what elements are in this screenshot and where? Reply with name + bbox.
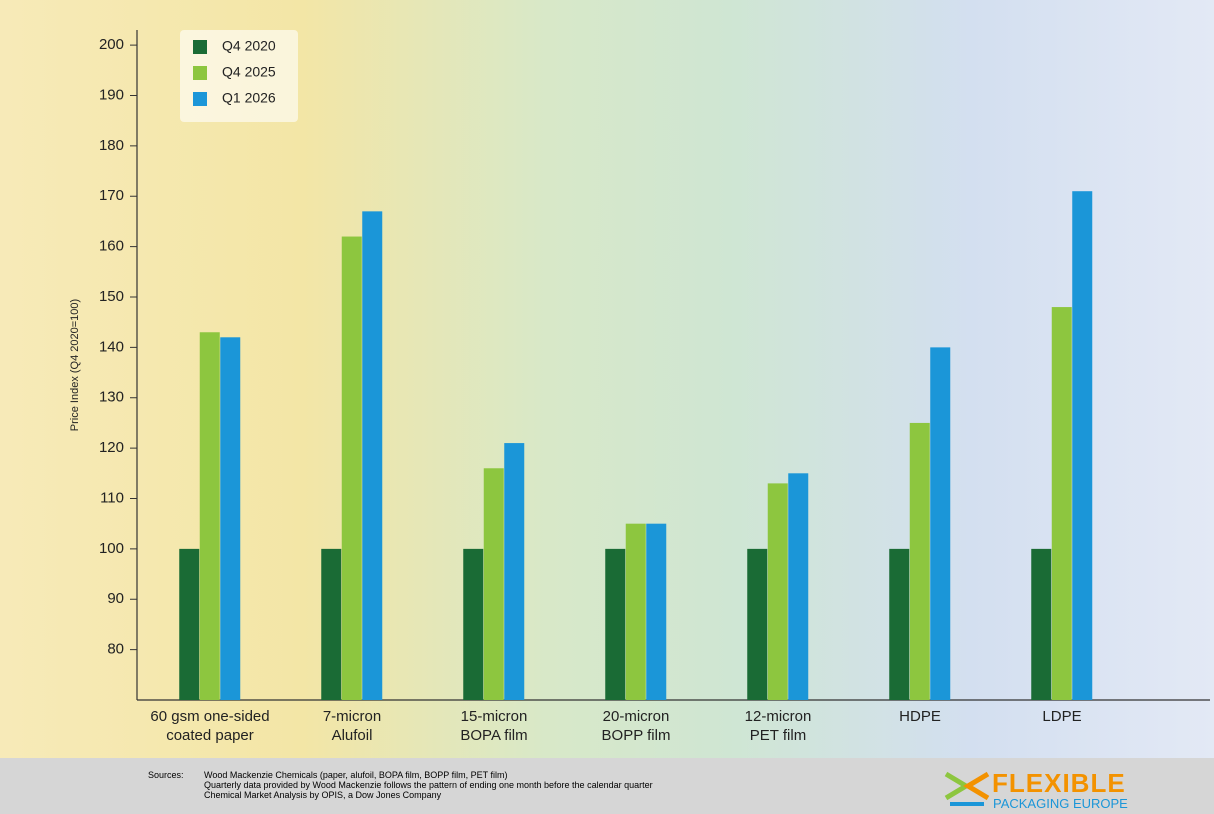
bar	[747, 548, 768, 700]
chart: 80 90 100 110 120 130 140 150 160 170 180 190 200 Pri…	[69, 30, 1210, 701]
bar	[1072, 191, 1093, 700]
y-tick-label: 80	[107, 641, 124, 658]
x-tick-label: HDPE	[899, 708, 941, 725]
x-tick-label: 60 gsm one-sided coated paper	[150, 708, 270, 744]
legend-swatch	[193, 66, 207, 80]
logo-bottom: PACKAGING EUROPE	[993, 796, 1128, 811]
bar	[889, 548, 910, 700]
legend-swatch	[193, 40, 207, 54]
bar	[767, 483, 788, 700]
y-tick-label: 110	[100, 489, 124, 506]
bar	[605, 548, 626, 700]
bar	[463, 548, 484, 700]
legend-swatch	[193, 92, 207, 106]
bar	[220, 337, 241, 700]
bar	[179, 548, 200, 700]
legend-box	[180, 30, 298, 122]
bar	[362, 211, 383, 700]
legend-label: Q1 2026	[222, 90, 276, 106]
legend-label: Q4 2020	[222, 38, 276, 54]
footer: Sources: Wood Mackenzie Chemicals (paper…	[0, 758, 1214, 814]
y-tick-label: 140	[99, 338, 124, 355]
sources-label: Sources:	[148, 770, 184, 780]
y-tick-label: 100	[99, 540, 124, 557]
logo-top: FLEXIBLE	[992, 768, 1126, 798]
x-tick-label: 20-micron BOPP film	[601, 708, 671, 744]
bar	[199, 332, 220, 700]
y-tick-label: 160	[99, 238, 124, 255]
bar	[788, 473, 809, 700]
y-tick-label: 170	[99, 187, 124, 204]
y-tick-label: 130	[99, 389, 124, 406]
sources: Wood Mackenzie Chemicals (paper, alufoil…	[204, 770, 653, 800]
bar	[483, 468, 504, 700]
y-tick-label: 180	[99, 137, 124, 154]
bar	[341, 236, 362, 700]
bar	[321, 548, 342, 700]
x-tick-label: 7-micron Alufoil	[322, 708, 382, 744]
bar	[504, 443, 525, 700]
x-tick-label: 15-micron BOPA film	[460, 708, 528, 744]
x-tick-label: LDPE	[1042, 708, 1082, 725]
x-tick-label: 12-micron PET film	[744, 708, 812, 744]
y-tick-label: 120	[99, 439, 124, 456]
y-tick-label: 150	[99, 288, 124, 305]
y-tick-label: 190	[99, 86, 124, 103]
y-axis-label: Price Index (Q4 2020=100)	[69, 299, 81, 431]
bar	[1031, 548, 1052, 700]
y-tick-label: 90	[107, 590, 124, 607]
legend-label: Q4 2025	[222, 64, 276, 80]
source: Quarterly data provided by Wood Mackenzi…	[204, 780, 653, 790]
bar	[909, 422, 930, 700]
source: Wood Mackenzie Chemicals (paper, alufoil…	[204, 770, 508, 780]
y-tick-label: 200	[99, 36, 124, 53]
bar	[1051, 307, 1072, 700]
logo-icon	[944, 771, 990, 806]
bar	[930, 347, 951, 700]
bar	[646, 523, 667, 700]
bar	[625, 523, 646, 700]
source: Chemical Market Analysis by OPIS, a Dow …	[204, 790, 442, 800]
